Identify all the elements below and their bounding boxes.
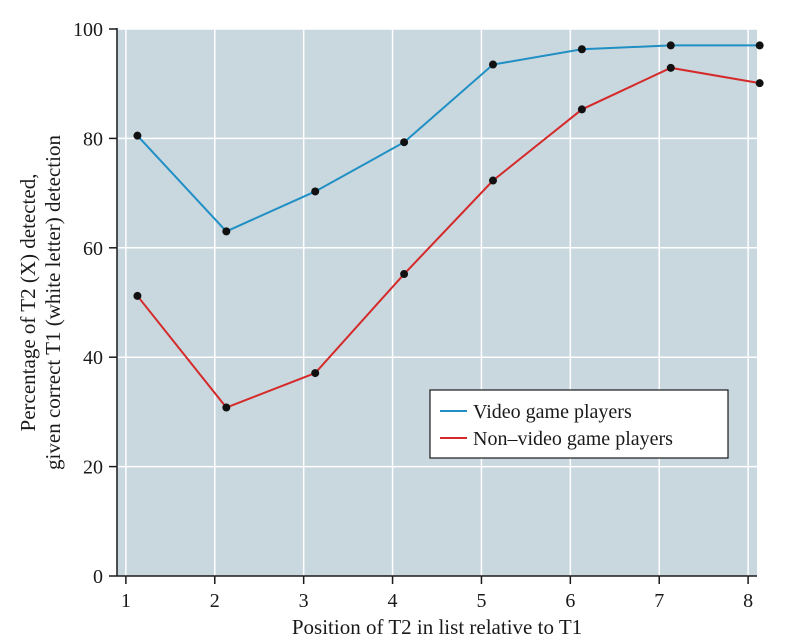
data-point bbox=[755, 41, 764, 50]
y-tick-label: 80 bbox=[83, 128, 103, 150]
data-point bbox=[577, 105, 586, 114]
series-line bbox=[136, 44, 760, 233]
data-point bbox=[489, 60, 497, 69]
gridlines bbox=[117, 28, 757, 576]
x-tick-label: 7 bbox=[654, 590, 664, 612]
x-tick-label: 8 bbox=[743, 590, 753, 612]
data-point bbox=[133, 131, 142, 140]
x-tick-label: 4 bbox=[388, 590, 398, 612]
y-axis-title-line-1: Percentage of T2 (X) detected, bbox=[16, 174, 40, 432]
data-point bbox=[400, 138, 409, 147]
data-point bbox=[133, 291, 142, 300]
data-point bbox=[222, 403, 231, 412]
legend-box bbox=[429, 389, 729, 459]
data-point bbox=[666, 41, 675, 50]
x-tick-label: 6 bbox=[565, 590, 575, 612]
y-tick-label: 60 bbox=[83, 238, 103, 260]
plot-area bbox=[117, 29, 757, 576]
data-point bbox=[400, 270, 409, 279]
x-tick-label: 3 bbox=[299, 590, 309, 612]
data-point bbox=[755, 79, 764, 88]
data-point bbox=[577, 45, 586, 54]
data-point bbox=[489, 176, 497, 185]
y-tick-label: 40 bbox=[83, 347, 103, 369]
y-axis-title: Percentage of T2 (X) detected, given cor… bbox=[16, 135, 65, 470]
x-tick-label: 5 bbox=[476, 590, 486, 612]
series-lines bbox=[133, 41, 764, 412]
axes: 0 20 40 60 80 100 1 2 3 4 5 6 7 8 bbox=[73, 19, 757, 612]
legend-label: Non–video game players bbox=[473, 428, 673, 450]
x-tick-label: 2 bbox=[210, 590, 220, 612]
data-point bbox=[311, 369, 320, 378]
y-tick-label: 0 bbox=[93, 566, 103, 588]
legend-label: Video game players bbox=[473, 401, 632, 423]
data-point bbox=[666, 63, 675, 72]
data-point bbox=[311, 187, 320, 196]
data-point bbox=[222, 227, 231, 236]
x-axis-title: Position of T2 in list relative to T1 bbox=[292, 615, 582, 639]
y-axis-title-line-2: given correct T1 (white letter) detectio… bbox=[41, 135, 65, 470]
x-tick-label: 1 bbox=[121, 590, 131, 612]
y-tick-label: 100 bbox=[73, 19, 103, 41]
series-line bbox=[136, 66, 760, 409]
y-tick-label: 20 bbox=[83, 457, 103, 479]
legend: Video game players Non–video game players bbox=[429, 389, 729, 459]
